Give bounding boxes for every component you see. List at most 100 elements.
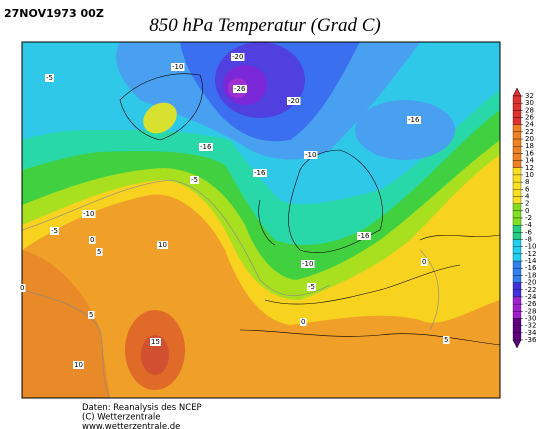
colorbar-label: 24 [525, 121, 534, 129]
colorbar-label: -12 [525, 250, 536, 258]
colorbar-band [512, 303, 522, 312]
colorbar-band [512, 167, 522, 176]
contour-label: 0 [90, 236, 94, 244]
colorbar-band [512, 275, 522, 283]
contour-label-bg [82, 210, 96, 218]
colorbar-band [512, 153, 522, 161]
colorbar-band [512, 146, 522, 154]
date-label: 27NOV1973 00Z [4, 7, 104, 20]
colorbar-band [512, 189, 522, 197]
contour-label-bg [307, 283, 316, 291]
contour-label-bg [301, 260, 315, 268]
contour-label: -10 [172, 63, 183, 71]
colorbar-band [512, 318, 522, 326]
contour-label-bg [50, 227, 59, 235]
colorbar-band [512, 117, 522, 125]
contour-label: -20 [288, 97, 299, 105]
colorbar-label: 32 [525, 92, 534, 100]
contour-label: -10 [83, 210, 94, 218]
colorbar-label: -16 [525, 264, 537, 272]
colorbar-label: 2 [525, 200, 529, 208]
colorbar-band [512, 203, 522, 211]
colorbar-label: 0 [525, 207, 529, 215]
colorbar-label: 30 [525, 99, 534, 107]
colorbar-band [512, 95, 522, 104]
contour-label: -16 [200, 143, 212, 151]
colorbar-band [512, 260, 522, 269]
colorbar-label: 18 [525, 142, 534, 150]
contour-label: -16 [254, 169, 266, 177]
contour-label: 5 [97, 248, 101, 256]
colorbar-band [512, 311, 522, 319]
contour-label-bg [157, 241, 168, 249]
colorbar-band [512, 332, 522, 341]
contour-label-bg [233, 85, 247, 93]
footer-line: Daten: Reanalysis des NCEP [82, 403, 202, 413]
temperature-field [22, 42, 500, 398]
contour-label-bg [96, 248, 103, 256]
colorbar-label: 28 [525, 106, 534, 114]
footer-line: www.wetterzentrale.de [82, 422, 180, 429]
colorbar-band [512, 131, 522, 140]
colorbar-band [512, 217, 522, 226]
colorbar-band [512, 110, 522, 118]
colorbar-label: -34 [525, 329, 537, 337]
colorbar-band [512, 225, 522, 233]
colorbar-label: 26 [525, 114, 534, 122]
contour-label-bg [443, 336, 450, 344]
colorbar-band [512, 210, 522, 219]
map-frame [21, 41, 501, 399]
colorbar-band [512, 160, 522, 168]
colorbar-label: 10 [525, 171, 534, 179]
contour-label: 5 [89, 311, 93, 319]
contour-label: -10 [305, 151, 316, 159]
colorbar-label: 20 [525, 135, 534, 143]
contour-label: -5 [46, 74, 53, 82]
colorbar-band [512, 103, 522, 111]
contour-label-bg [45, 74, 54, 82]
colorbar-label: -36 [525, 336, 537, 344]
contour-label: 0 [301, 318, 305, 326]
contour-label: -5 [308, 283, 315, 291]
colorbar-label: 14 [525, 157, 534, 165]
contour-label-bg [407, 116, 421, 124]
contour-label: -10 [302, 260, 313, 268]
colorbar-label: -6 [525, 228, 533, 236]
colorbar-arrow-bottom [512, 339, 522, 349]
colorbar-label: 8 [525, 178, 529, 186]
contour-label: -5 [191, 176, 198, 184]
contour-label: -16 [408, 116, 420, 124]
contour-label-bg [171, 63, 185, 71]
contour-label-bg [253, 169, 267, 177]
contour-label-bg [73, 361, 84, 369]
contour-label-bg [199, 143, 213, 151]
contour-label-bg [88, 311, 95, 319]
colorbar-label: -8 [525, 236, 532, 244]
colorbar-label: -30 [525, 314, 536, 322]
contour-label-bg [231, 53, 245, 61]
colorbar-band [512, 181, 522, 190]
colorbar-band [512, 289, 522, 298]
colorbar-band [512, 246, 522, 255]
colorbar-band [512, 232, 522, 240]
contour-label: 15 [151, 338, 160, 346]
colorbar-band [512, 325, 522, 333]
colorbar-band [512, 196, 522, 204]
contour-label-bg [357, 232, 371, 240]
contour-label-bg [304, 151, 318, 159]
contour-label-bg [421, 258, 428, 266]
colorbar-band [512, 253, 522, 262]
colorbar-label: -2 [525, 214, 532, 222]
colorbar-label: 4 [525, 192, 530, 200]
contour-label-bg [287, 97, 301, 105]
colorbar-label: -14 [525, 257, 537, 265]
map-title: 850 hPa Temperatur (Grad C) [149, 15, 381, 36]
colorbar-label: -32 [525, 322, 536, 330]
contour-label: 5 [444, 336, 448, 344]
colorbar-band [512, 282, 522, 290]
colorbar-label: -28 [525, 307, 536, 315]
colorbar-label: 12 [525, 164, 534, 172]
contour-label-bg [89, 236, 96, 244]
contour-label: 0 [20, 284, 24, 292]
